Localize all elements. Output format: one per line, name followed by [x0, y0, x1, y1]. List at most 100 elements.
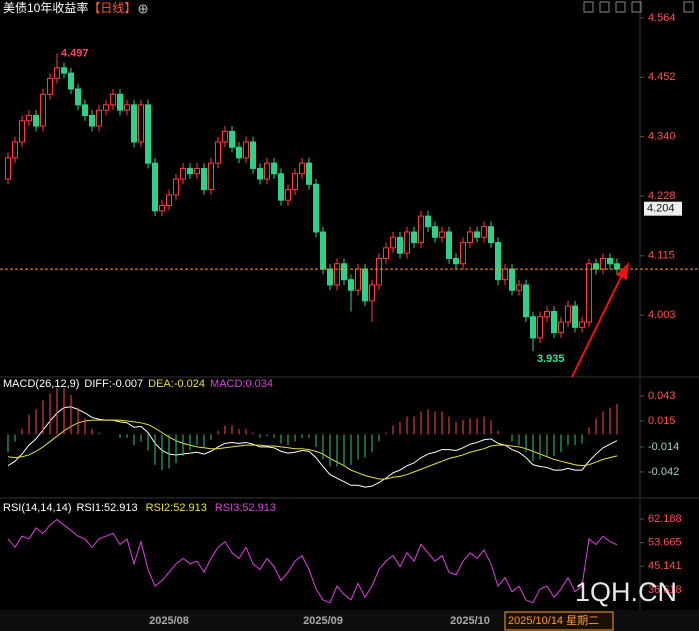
candle-body — [285, 189, 291, 201]
candle-body — [509, 268, 515, 291]
y-tick-label: -0.042 — [648, 466, 679, 478]
y-tick-label: 4.452 — [648, 71, 676, 83]
candle-body — [404, 231, 410, 254]
candle-body — [369, 284, 375, 302]
candle-body — [117, 93, 123, 111]
candle-body — [327, 268, 333, 286]
candle-body — [278, 173, 284, 201]
icon[interactable] — [583, 1, 594, 13]
candle-body — [215, 141, 221, 164]
arrow — [571, 262, 629, 378]
y-tick-label: 4.564 — [648, 12, 676, 24]
title-text: 美债10年收益率 — [3, 0, 88, 15]
candle-body — [173, 178, 179, 196]
header-part: : — [101, 502, 104, 514]
header-part: : — [109, 378, 112, 390]
x-tick-label: 2025/10 — [450, 615, 490, 627]
y-tick-label: 4.340 — [648, 131, 676, 143]
candle-body — [537, 316, 543, 339]
candle-body — [565, 305, 571, 323]
candle-body — [600, 257, 606, 270]
icon[interactable] — [631, 1, 642, 13]
candle-body — [453, 257, 459, 265]
line — [7, 518, 618, 604]
candle-body — [152, 162, 158, 212]
candle-body — [334, 263, 340, 286]
panel-header: MACD(26,12,9) DIFF:-0.007 DEA:-0.024 MACD:0… — [3, 378, 273, 390]
high-label: 4.497 — [61, 47, 89, 59]
candle-body — [271, 162, 277, 175]
candle-body — [103, 104, 109, 111]
y-tick-label: 36.618 — [648, 584, 682, 596]
candle-body — [12, 141, 18, 159]
y-tick-label: 0.015 — [648, 415, 676, 427]
header-part: 52.913 — [104, 502, 138, 514]
candle-body — [481, 226, 487, 238]
arrow-shaft — [571, 274, 623, 378]
line — [7, 419, 618, 480]
y-tick-label: 0.043 — [648, 390, 676, 402]
candle-body — [551, 310, 557, 334]
candle-body — [383, 247, 389, 259]
candle-body — [5, 157, 11, 180]
candle-body — [313, 183, 319, 233]
candle-body — [61, 67, 67, 74]
x-tick-label: 2025/09 — [303, 615, 343, 627]
candle-body — [33, 114, 39, 127]
candle-body — [47, 77, 53, 95]
candle-body — [614, 263, 620, 270]
crosshair-date: 2025/10/14 星期二 — [508, 614, 599, 627]
candle-body — [446, 231, 452, 259]
crosshair-price-box — [644, 201, 682, 216]
header-part: RSI3 — [215, 502, 239, 514]
candle-body — [348, 279, 354, 291]
candle-body — [376, 257, 382, 286]
candle-body — [495, 242, 501, 281]
candle-body — [40, 93, 46, 127]
header-part: 52.913 — [242, 502, 276, 514]
candle-body — [68, 72, 74, 90]
candle-body — [250, 141, 256, 169]
candle-body — [208, 162, 214, 191]
candle-body — [397, 236, 403, 254]
candle-body — [264, 162, 270, 180]
header-part: : — [170, 502, 173, 514]
candle-body — [292, 173, 298, 191]
crosshair-date-box — [504, 611, 614, 631]
candle-body — [82, 104, 88, 116]
header-part: MACD(26,12,9) — [3, 378, 79, 390]
candle-body — [544, 310, 550, 318]
candle-body — [257, 167, 263, 180]
icon[interactable] — [615, 1, 626, 13]
candle-body — [467, 231, 473, 244]
candle-body — [460, 242, 466, 265]
icon[interactable] — [599, 1, 610, 13]
header-part: RSI1 — [76, 502, 100, 514]
header-part: DIFF — [84, 378, 109, 390]
candle-body — [131, 104, 137, 143]
candle-body — [54, 67, 60, 79]
panel-header: RSI(14,14,14) RSI1:52.913 RSI2:52.913 RSI3:… — [3, 502, 276, 514]
candle-body — [201, 167, 207, 191]
y-tick-label: 4.003 — [648, 309, 676, 321]
candle-body — [138, 104, 144, 143]
add-icon[interactable] — [138, 4, 148, 14]
candle-body — [425, 215, 431, 228]
candle-body — [89, 114, 95, 127]
candle-body — [530, 316, 536, 339]
candle-body — [229, 130, 235, 148]
watermark: 1QH.CN — [575, 577, 677, 607]
candle-body — [26, 114, 32, 122]
icon[interactable] — [683, 1, 694, 13]
header-part: : — [242, 378, 245, 390]
candle-body — [320, 231, 326, 270]
candle-body — [607, 257, 613, 265]
y-tick-label: 53.665 — [648, 537, 682, 549]
candle-body — [306, 162, 312, 185]
candle-body — [236, 146, 242, 159]
candle-body — [572, 305, 578, 328]
candle-body — [432, 226, 438, 238]
